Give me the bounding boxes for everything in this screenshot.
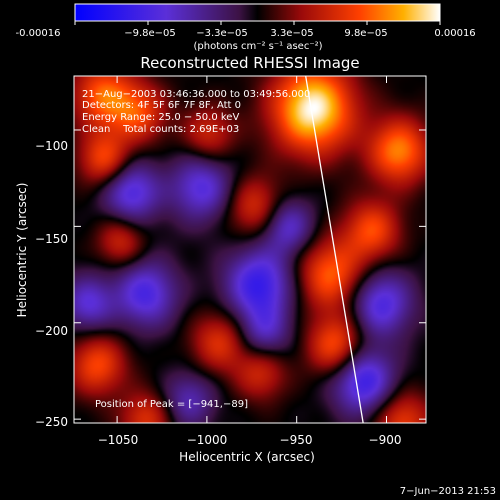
y-tick-label: −100: [35, 139, 68, 153]
annotation-energy: Energy Range: 25.0 − 50.0 keV: [82, 112, 239, 123]
colorbar-ticks: [74, 21, 441, 25]
x-tick-label: −1050: [98, 433, 139, 447]
y-axis-label: Heliocentric Y (arcsec): [15, 183, 29, 318]
x-tick-label: −900: [369, 433, 402, 447]
colorbar-tick-label: 0.00016: [434, 28, 475, 39]
y-axis-ticks: [74, 129, 426, 420]
annotation-time: 21−Aug−2003 03:46:36.000 to 03:49:56.000: [82, 89, 310, 100]
y-tick-label: −250: [35, 415, 68, 429]
heatmap-image: [74, 76, 426, 423]
annotation-detectors: Detectors: 4F 5F 6F 7F 8F, Att 0: [82, 100, 241, 111]
plot-frame: [73, 75, 427, 424]
chart-title: Reconstructed RHESSI Image: [140, 54, 359, 72]
colorbar-unit-label: (photons cm⁻² s⁻¹ asec⁻²): [193, 41, 322, 52]
colorbar-tick-label: 3.3e−05: [270, 28, 313, 39]
x-axis-ticks: [116, 76, 387, 423]
x-axis-label: Heliocentric X (arcsec): [179, 450, 315, 464]
y-tick-label: −150: [35, 232, 68, 246]
solar-limb-line: [305, 76, 364, 423]
y-tick-label: −200: [35, 324, 68, 338]
annotation-counts: Clean Total counts: 2.69E+03: [82, 124, 239, 135]
colorbar-tick-label: −3.3e−05: [196, 28, 248, 39]
x-tick-label: −950: [280, 433, 313, 447]
colorbar-tick-label: -0.00016: [16, 28, 61, 39]
colorbar-tick-label: −9.8e−05: [124, 28, 176, 39]
footer-timestamp: 7−Jun−2013 21:53: [400, 486, 496, 497]
x-tick-label: −1000: [187, 433, 228, 447]
peak-position-label: Position of Peak = [−941,−89]: [95, 399, 248, 410]
colorbar: [74, 3, 441, 22]
colorbar-tick-label: 9.8e−05: [344, 28, 387, 39]
